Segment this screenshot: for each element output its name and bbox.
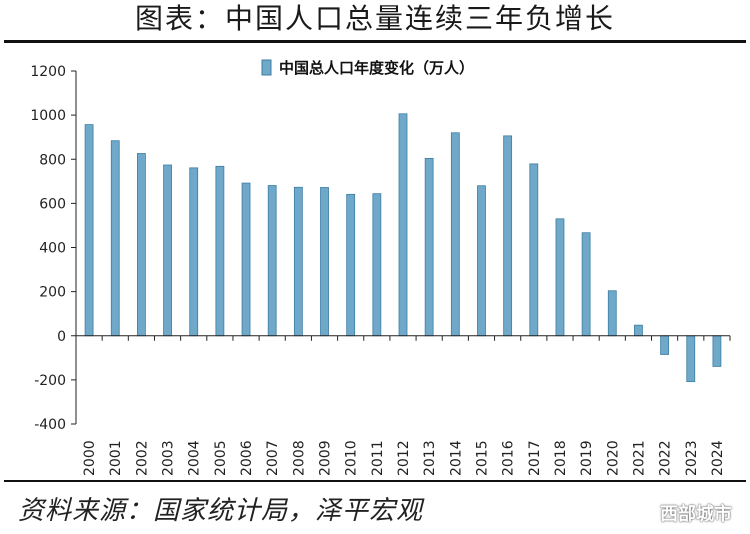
bar-2002 xyxy=(136,153,146,337)
legend-label: 中国总人口年度变化（万人） xyxy=(279,59,474,77)
bar-2014 xyxy=(450,132,460,337)
x-tick-label-2000: 2000 xyxy=(82,440,98,476)
x-tick-label-2010: 2010 xyxy=(344,440,360,476)
y-axis: -400 -200 0 200 400 600 800 1000 1200 xyxy=(30,64,77,433)
x-tick-label-2012: 2012 xyxy=(396,440,412,476)
x-tick-label-2011: 2011 xyxy=(370,440,386,476)
bottom-divider xyxy=(4,480,746,482)
top-divider xyxy=(4,40,746,43)
x-tick-label-2018: 2018 xyxy=(553,440,569,476)
x-tick-label-2008: 2008 xyxy=(291,440,307,476)
x-tick-label-2020: 2020 xyxy=(605,440,621,476)
x-tick-label-2014: 2014 xyxy=(448,440,464,476)
y-tick-label: 0 xyxy=(57,329,66,345)
y-tick-label: 1200 xyxy=(30,64,66,80)
x-tick-label-2006: 2006 xyxy=(239,440,255,476)
population-change-bar-chart: 中国总人口年度变化（万人） -400 -200 0 200 400 600 800 1000 1… xyxy=(30,59,731,476)
bar-2009 xyxy=(320,187,329,337)
x-tick-label-2005: 2005 xyxy=(213,440,229,476)
bar-2010 xyxy=(346,193,356,337)
y-tick-label: 600 xyxy=(39,196,66,212)
bar-2000 xyxy=(84,124,94,337)
bar-2013 xyxy=(424,157,434,337)
bar-2008 xyxy=(293,186,303,337)
legend-swatch xyxy=(261,59,272,76)
x-tick-label-2003: 2003 xyxy=(161,440,177,476)
x-tick-label-2015: 2015 xyxy=(474,440,490,476)
y-tick-label: 200 xyxy=(39,285,66,301)
x-tick-label-2002: 2002 xyxy=(134,440,150,476)
x-tick-label-2009: 2009 xyxy=(318,440,334,476)
x-tick-label-2004: 2004 xyxy=(187,440,203,476)
x-tick-label-2001: 2001 xyxy=(108,440,124,476)
bar-2001 xyxy=(110,140,120,337)
bars xyxy=(84,113,722,383)
bar-2005 xyxy=(215,165,225,337)
watermark: 西部城市 xyxy=(660,504,732,525)
bar-2003 xyxy=(163,164,172,337)
x-tick-label-2013: 2013 xyxy=(422,440,438,476)
bar-2021 xyxy=(634,324,643,337)
x-tick-label-2023: 2023 xyxy=(684,440,700,476)
y-tick-label: -400 xyxy=(34,417,66,433)
page-title: 图表：中国人口总量连续三年负增长 xyxy=(134,2,615,35)
x-axis: 2000 2001 2002 2003 2004 2005 2006 2007 2008 2009… xyxy=(75,335,731,476)
bar-2006 xyxy=(241,182,251,337)
x-tick-label-2019: 2019 xyxy=(579,440,595,476)
chart-legend: 中国总人口年度变化（万人） xyxy=(261,59,474,77)
x-tick-label-2007: 2007 xyxy=(265,440,281,476)
y-tick-label: 400 xyxy=(39,241,66,257)
bar-2012 xyxy=(398,113,408,337)
bar-2016 xyxy=(503,135,513,337)
x-tick-label-2024: 2024 xyxy=(710,440,726,476)
x-tick-label-2017: 2017 xyxy=(527,440,543,476)
bar-2018 xyxy=(555,218,565,337)
bar-2015 xyxy=(477,185,486,337)
bar-2020 xyxy=(607,290,617,337)
bar-2023 xyxy=(686,335,696,383)
y-tick-label: 1000 xyxy=(30,108,66,124)
y-tick-label: 800 xyxy=(39,152,66,168)
bar-2017 xyxy=(529,163,539,337)
bar-2022 xyxy=(660,335,669,355)
bar-2007 xyxy=(267,185,277,337)
x-tick-label-2021: 2021 xyxy=(631,440,647,476)
bar-2004 xyxy=(189,167,199,337)
bar-2011 xyxy=(372,193,382,337)
bar-2024 xyxy=(712,335,722,367)
x-tick-label-2022: 2022 xyxy=(658,440,674,476)
x-tick-label-2016: 2016 xyxy=(501,440,517,476)
source-note: 资料来源：国家统计局，泽平宏观 xyxy=(18,496,424,526)
y-tick-label: -200 xyxy=(34,373,66,389)
bar-2019 xyxy=(581,232,591,337)
